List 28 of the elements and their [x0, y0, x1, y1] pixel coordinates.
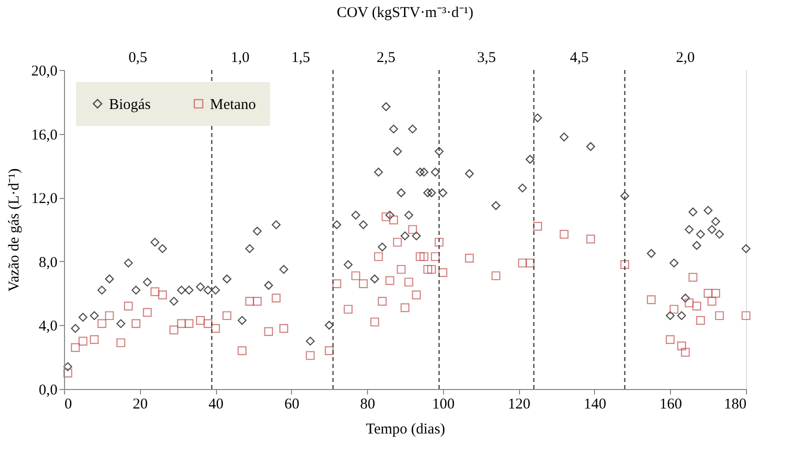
band-label: 3,5: [477, 50, 496, 66]
x-tick-label: 20: [132, 396, 148, 412]
y-axis-title: Vazão de gás (L·d⁻¹): [6, 168, 22, 292]
band-label: 1,0: [230, 50, 250, 66]
x-tick-label: 180: [724, 396, 746, 412]
legend-label: Metano: [210, 96, 256, 113]
chart-title: COV (kgSTV·m⁻³·d⁻¹): [336, 5, 474, 21]
band-label: 1,5: [291, 50, 310, 66]
band-label: 2,5: [376, 50, 396, 66]
x-axis-title: Tempo (dias): [366, 422, 446, 438]
y-tick-label: 12,0: [31, 191, 58, 208]
x-tick-label: 80: [360, 396, 376, 412]
x-tick-label: 160: [659, 396, 682, 412]
x-tick-label: 100: [432, 396, 455, 412]
legend-label: Biogás: [109, 96, 151, 113]
x-tick-label: 40: [208, 396, 224, 412]
band-label: 0,5: [128, 50, 148, 66]
x-tick-label: 60: [284, 396, 300, 412]
band-label: 2,0: [676, 50, 695, 66]
y-tick-label: 0,0: [38, 382, 58, 398]
y-tick-label: 16,0: [31, 127, 58, 144]
x-tick-label: 140: [584, 396, 606, 412]
y-tick-label: 20,0: [31, 64, 58, 80]
x-tick-label: 0: [64, 396, 72, 412]
y-tick-label: 8,0: [38, 254, 58, 271]
y-tick-label: 4,0: [38, 318, 58, 335]
band-label: 4,5: [570, 50, 589, 66]
x-tick-label: 120: [508, 396, 530, 412]
